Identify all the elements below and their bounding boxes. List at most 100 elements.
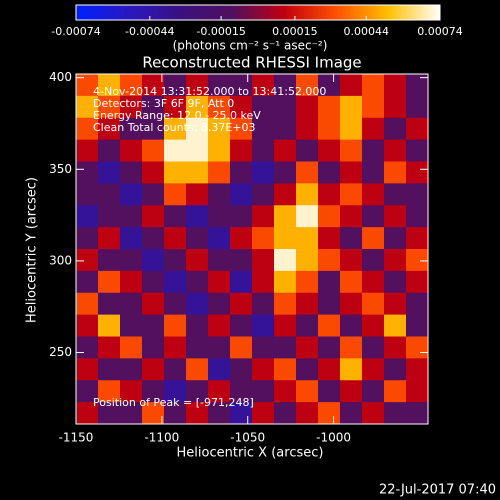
heatmap-cell bbox=[406, 95, 429, 119]
heatmap-cell bbox=[252, 95, 275, 119]
heatmap-cell bbox=[76, 183, 99, 206]
heatmap-cell bbox=[164, 183, 187, 206]
heatmap-cell bbox=[296, 205, 319, 228]
heatmap-cell bbox=[76, 270, 99, 294]
heatmap-cell bbox=[252, 139, 275, 162]
heatmap-cell bbox=[142, 358, 165, 381]
colorbar-tick-label: -0.00015 bbox=[196, 25, 245, 38]
heatmap-cell bbox=[252, 227, 275, 250]
heatmap-cell bbox=[208, 95, 231, 119]
heatmap-cell bbox=[76, 139, 99, 162]
heatmap-cell bbox=[384, 402, 407, 425]
heatmap-cell bbox=[406, 358, 429, 381]
heatmap-cell bbox=[274, 117, 297, 141]
heatmap-cell bbox=[296, 380, 319, 403]
heatmap-cell bbox=[186, 249, 209, 272]
heatmap-cell bbox=[362, 161, 385, 184]
heatmap-cell bbox=[76, 74, 99, 97]
heatmap-cell bbox=[230, 139, 253, 162]
heatmap-cell bbox=[340, 95, 363, 119]
heatmap-cell bbox=[98, 74, 121, 97]
heatmap-cell bbox=[384, 292, 407, 316]
heatmap-cell bbox=[98, 270, 121, 294]
heatmap-cell bbox=[230, 183, 253, 206]
colorbar bbox=[75, 4, 441, 21]
heatmap-cell bbox=[296, 336, 319, 359]
heatmap-cell bbox=[76, 205, 99, 228]
heatmap-cell bbox=[76, 249, 99, 272]
heatmap-cell bbox=[384, 74, 407, 97]
heatmap-cell bbox=[340, 358, 363, 381]
annotation: Energy Range: 12.0 - 25.0 keV bbox=[93, 109, 261, 122]
heatmap-cell bbox=[340, 139, 363, 162]
heatmap-cell bbox=[142, 336, 165, 359]
heatmap-cell bbox=[142, 314, 165, 337]
heatmap-cell bbox=[340, 227, 363, 250]
heatmap-cell bbox=[340, 380, 363, 403]
heatmap-cell bbox=[318, 74, 341, 97]
heatmap-cell bbox=[120, 227, 143, 250]
heatmap-cell bbox=[318, 139, 341, 162]
heatmap-cell bbox=[384, 139, 407, 162]
heatmap-cell bbox=[384, 95, 407, 119]
heatmap-cell bbox=[186, 314, 209, 337]
heatmap-cell bbox=[230, 380, 253, 403]
heatmap-cell bbox=[274, 402, 297, 425]
heatmap-cell bbox=[318, 358, 341, 381]
heatmap-cell bbox=[208, 249, 231, 272]
heatmap-cell bbox=[274, 161, 297, 184]
heatmap-cell bbox=[340, 292, 363, 316]
heatmap-cell bbox=[274, 205, 297, 228]
heatmap-cell bbox=[340, 117, 363, 141]
heatmap-cell bbox=[164, 227, 187, 250]
heatmap-cell bbox=[98, 380, 121, 403]
heatmap-cell bbox=[318, 380, 341, 403]
x-tick-label: -1050 bbox=[230, 431, 265, 445]
heatmap-cell bbox=[318, 117, 341, 141]
heatmap-cell bbox=[208, 358, 231, 381]
heatmap-cell bbox=[318, 292, 341, 316]
heatmap-cell bbox=[120, 292, 143, 316]
heatmap-cell bbox=[362, 183, 385, 206]
heatmap-cell bbox=[120, 139, 143, 162]
heatmap-cell bbox=[274, 139, 297, 162]
heatmap-cell bbox=[186, 117, 209, 141]
heatmap-cell bbox=[252, 249, 275, 272]
heatmap-cell bbox=[164, 314, 187, 337]
heatmap-cell bbox=[208, 402, 231, 425]
heatmap-cell bbox=[98, 205, 121, 228]
heatmap-cell bbox=[186, 227, 209, 250]
heatmap-cell bbox=[384, 270, 407, 294]
heatmap-cell bbox=[252, 336, 275, 359]
heatmap-cell bbox=[296, 270, 319, 294]
y-axis-label: Heliocentric Y (arcsec) bbox=[25, 177, 40, 323]
heatmap-cell bbox=[362, 402, 385, 425]
heatmap-cell bbox=[186, 95, 209, 119]
heatmap-cell bbox=[230, 74, 253, 97]
heatmap-cell bbox=[252, 161, 275, 184]
heatmap-cell bbox=[296, 74, 319, 97]
heatmap-cell bbox=[142, 292, 165, 316]
heatmap-cell bbox=[274, 74, 297, 97]
y-tick-label: 400 bbox=[49, 70, 72, 84]
heatmap-cell bbox=[186, 336, 209, 359]
heatmap-cell bbox=[120, 358, 143, 381]
heatmap-cell bbox=[76, 95, 99, 119]
heatmap-cell bbox=[274, 314, 297, 337]
heatmap-cell bbox=[384, 227, 407, 250]
heatmap-cell bbox=[362, 205, 385, 228]
heatmap-cell bbox=[406, 161, 429, 184]
heatmap-cell bbox=[406, 139, 429, 162]
heatmap-cell bbox=[274, 336, 297, 359]
plot-frame bbox=[75, 73, 429, 425]
heatmap-cell bbox=[76, 336, 99, 359]
heatmap-cell bbox=[230, 227, 253, 250]
heatmap-cell bbox=[406, 314, 429, 337]
heatmap-cell bbox=[296, 95, 319, 119]
heatmap-cell bbox=[384, 205, 407, 228]
heatmap-cell bbox=[318, 270, 341, 294]
heatmap-cell bbox=[362, 227, 385, 250]
heatmap-cell bbox=[230, 205, 253, 228]
heatmap-cell bbox=[384, 358, 407, 381]
